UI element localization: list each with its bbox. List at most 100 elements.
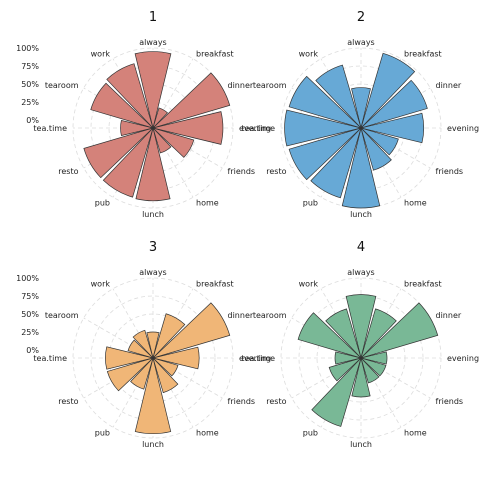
category-label: pub (95, 199, 110, 208)
category-label: tearoom (253, 311, 287, 320)
category-label: home (196, 429, 219, 438)
category-label: breakfast (404, 280, 442, 289)
grid-spoke (156, 58, 194, 122)
wedge-always (345, 294, 377, 359)
category-label: work (299, 50, 319, 59)
panel-title: 2 (357, 10, 365, 25)
grid-spoke (112, 364, 150, 428)
wedge-dinner (152, 302, 231, 359)
category-label: breakfast (404, 50, 442, 59)
grid-circle (298, 295, 424, 421)
grid-spoke (156, 364, 194, 428)
wedge-lunch (135, 127, 171, 202)
wedge-dinner (152, 72, 231, 129)
category-label: always (139, 268, 166, 277)
wedge-always (146, 331, 160, 359)
wedge-home (152, 127, 172, 154)
category-label: always (347, 38, 374, 47)
category-label: resto (58, 167, 78, 176)
wedge-resto (288, 127, 362, 181)
wedge-tea.time (334, 351, 362, 365)
category-label: pub (303, 429, 318, 438)
category-label: tea.time (241, 124, 275, 133)
grid-spoke (367, 131, 431, 169)
grid-spoke (291, 361, 355, 399)
category-label: resto (266, 167, 286, 176)
category-label: work (91, 50, 111, 59)
category-label: tearoom (45, 81, 79, 90)
radial-tick-label: 50% (21, 310, 39, 319)
category-label: always (139, 38, 166, 47)
panel-title: 1 (149, 10, 157, 25)
category-label: dinner (228, 81, 254, 90)
category-label: breakfast (196, 280, 234, 289)
wedge-tearoom (90, 82, 154, 129)
wedge-friends (152, 127, 195, 158)
wedge-lunch (341, 127, 381, 209)
wedge-pub (310, 127, 362, 199)
grid-circle (90, 295, 216, 421)
wedge-work (132, 329, 154, 359)
radial-tick-label: 75% (21, 292, 39, 301)
category-label: breakfast (196, 50, 234, 59)
category-label: work (299, 280, 319, 289)
category-label: resto (266, 397, 286, 406)
wedge-lunch (351, 357, 371, 398)
panel-4: always breakfast dinner evening friends home l… (241, 240, 479, 449)
wedge-evening (152, 346, 200, 370)
category-label: pub (95, 429, 110, 438)
category-label: friends (436, 167, 464, 176)
wedge-tea.time (105, 346, 154, 370)
category-label: resto (58, 397, 78, 406)
wedge-pub (311, 357, 362, 427)
wedge-always (351, 87, 371, 129)
wedge-friends (152, 357, 179, 377)
radial-tick-label: 0% (26, 346, 39, 355)
category-label: friends (228, 397, 256, 406)
wedge-lunch (134, 357, 172, 434)
panel-3: always breakfast dinner evening friends home l… (16, 240, 271, 449)
category-label: tea.time (241, 354, 275, 363)
wedge-breakfast (360, 52, 416, 129)
category-label: tea.time (33, 354, 67, 363)
wedge-breakfast (152, 107, 168, 129)
category-label: pub (303, 199, 318, 208)
grid-spoke (367, 361, 431, 399)
category-label: home (196, 199, 219, 208)
category-label: evening (239, 354, 271, 363)
category-label: tea.time (33, 124, 67, 133)
wedge-dinner (360, 79, 428, 129)
wedge-work (325, 308, 362, 359)
category-label: home (404, 429, 427, 438)
category-label: friends (436, 397, 464, 406)
wedge-friends (360, 127, 399, 156)
wedge-evening (360, 351, 388, 365)
panel-1: always breakfast dinner evening friends home l… (16, 10, 271, 219)
wedge-work (315, 64, 362, 129)
radial-tick-label: 50% (21, 80, 39, 89)
category-label: dinner (436, 311, 462, 320)
radial-tick-label: 75% (21, 62, 39, 71)
grid-spoke (112, 288, 150, 352)
panel-2: always breakfast dinner evening friends home l… (241, 10, 479, 219)
grid-spoke (364, 364, 402, 428)
category-label: dinner (228, 311, 254, 320)
grid-spoke (159, 361, 223, 399)
panel-title: 4 (357, 240, 365, 255)
wedge-breakfast (360, 308, 397, 359)
wedge-dinner (360, 302, 439, 359)
category-label: lunch (142, 210, 164, 219)
wedge-tearoom (127, 339, 154, 359)
category-label: lunch (350, 210, 372, 219)
radial-tick-label: 25% (21, 328, 39, 337)
wedge-always (134, 51, 172, 129)
category-label: lunch (142, 440, 164, 449)
radial-tick-label: 100% (16, 44, 39, 53)
radial-tick-label: 0% (26, 116, 39, 125)
radial-tick-label: 100% (16, 274, 39, 283)
wedge-evening (152, 111, 224, 145)
wedge-evening (360, 112, 424, 144)
category-label: tearoom (45, 311, 79, 320)
category-label: evening (239, 124, 271, 133)
category-label: tearoom (253, 81, 287, 90)
